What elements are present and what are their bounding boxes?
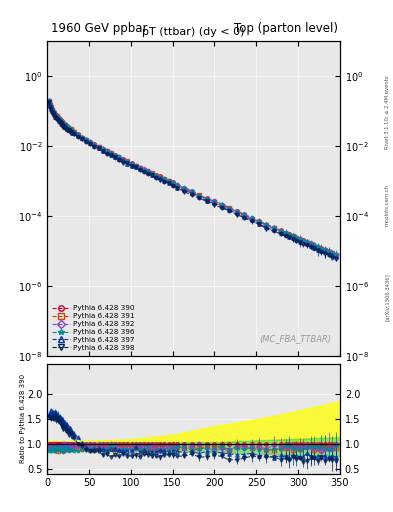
Title: pT (ttbar) (dy < 0): pT (ttbar) (dy < 0)	[142, 28, 245, 37]
Legend: Pythia 6.428 390, Pythia 6.428 391, Pythia 6.428 392, Pythia 6.428 396, Pythia 6: Pythia 6.428 390, Pythia 6.428 391, Pyth…	[51, 304, 136, 352]
Text: mcplots.cern.ch: mcplots.cern.ch	[385, 184, 389, 226]
Y-axis label: Ratio to Pythia 6.428 390: Ratio to Pythia 6.428 390	[20, 374, 26, 463]
Text: 1960 GeV ppbar: 1960 GeV ppbar	[51, 22, 148, 35]
Text: Rivet 3.1.10; ≥ 2.4M events: Rivet 3.1.10; ≥ 2.4M events	[385, 76, 389, 150]
Text: Top (parton level): Top (parton level)	[234, 22, 338, 35]
Text: [arXiv:1306.3436]: [arXiv:1306.3436]	[385, 273, 389, 321]
Text: (MC_FBA_TTBAR): (MC_FBA_TTBAR)	[259, 334, 331, 343]
